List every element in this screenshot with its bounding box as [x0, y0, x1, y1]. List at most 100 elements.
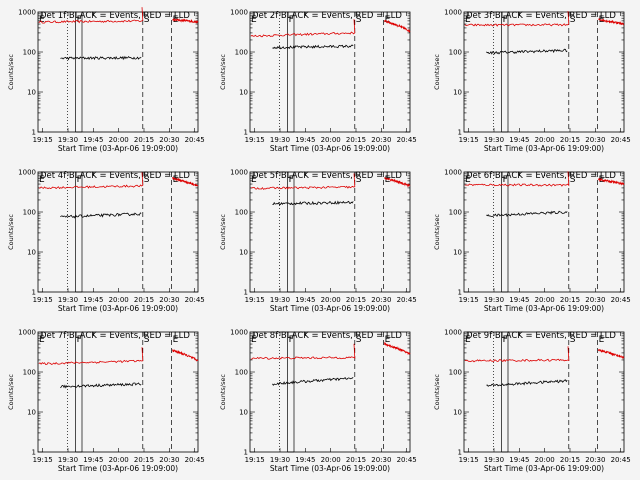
y-axis-label: Counts/sec: [433, 214, 441, 250]
plot-frame: [37, 11, 199, 133]
y-axis-label: Counts/sec: [7, 374, 15, 410]
x-tick-label: 19:45: [509, 456, 529, 464]
event-marker: F: [77, 175, 82, 185]
y-tick-label: 10: [239, 89, 248, 97]
lld-series-line: [38, 347, 144, 366]
plot-frame: [249, 11, 411, 133]
x-tick-label: 19:45: [295, 136, 315, 144]
x-tick-label: 19:30: [484, 296, 504, 304]
x-tick-label: 20:15: [134, 136, 154, 144]
x-tick-label: 19:15: [33, 296, 53, 304]
event-marker: S: [144, 175, 150, 185]
panel-9: Det 9f BLACK = Events, RED = LLD 1 10 100 10…: [433, 329, 631, 474]
y-tick-label: 1000: [444, 329, 462, 337]
y-tick-label: 10: [453, 89, 462, 97]
lld-series-line: [598, 177, 625, 186]
event-marker: S: [144, 335, 150, 345]
x-tick-label: 20:00: [321, 136, 341, 144]
panel-7: Det 7f BLACK = Events, RED = LLD 1 10 100 10…: [7, 329, 205, 474]
x-tick-label: 20:45: [397, 456, 417, 464]
lld-series-line: [464, 171, 570, 187]
event-marker: F: [289, 175, 294, 185]
plot-frame: [249, 331, 411, 453]
panel-8: Det 8f BLACK = Events, RED = LLD 1 10 100 10…: [219, 329, 417, 474]
y-axis-label: Counts/sec: [433, 54, 441, 90]
event-marker: S: [356, 15, 362, 25]
y-tick-label: 100: [449, 369, 462, 377]
event-marker: F: [503, 335, 508, 345]
event-marker: E: [385, 175, 391, 185]
events-series-line: [60, 382, 142, 389]
lld-series-line: [384, 341, 411, 355]
event-marker: F: [77, 15, 82, 25]
y-tick-label: 1: [458, 449, 462, 457]
plot-frame: [463, 11, 625, 133]
event-marker: E: [173, 175, 179, 185]
x-tick-label: 19:45: [509, 296, 529, 304]
y-tick-label: 100: [235, 49, 248, 57]
x-tick-label: 19:15: [33, 456, 53, 464]
x-tick-label: 20:00: [109, 136, 129, 144]
event-marker: S: [570, 335, 576, 345]
x-tick-label: 19:15: [33, 136, 53, 144]
x-tick-label: 19:45: [83, 456, 103, 464]
x-tick-label: 20:00: [535, 296, 555, 304]
x-tick-label: 20:45: [611, 296, 631, 304]
y-tick-label: 1000: [444, 169, 462, 177]
event-marker: E: [251, 335, 257, 345]
x-tick-label: 19:15: [459, 456, 479, 464]
panel-title: Det 2f BLACK = Events, RED = LLD: [252, 11, 402, 21]
panel-title: Det 8f BLACK = Events, RED = LLD: [252, 331, 402, 341]
x-tick-label: 19:15: [245, 296, 265, 304]
event-marker: S: [356, 335, 362, 345]
x-tick-label: 19:30: [484, 456, 504, 464]
x-axis-label: Start Time (03-Apr-06 19:09:00): [270, 144, 390, 153]
events-series-line: [272, 200, 354, 206]
panel-6: Det 6f BLACK = Events, RED = LLD 1 10 100 10…: [433, 169, 631, 314]
x-tick-label: 19:30: [270, 136, 290, 144]
x-tick-label: 20:30: [585, 456, 605, 464]
panel-title: Det 3f BLACK = Events, RED = LLD: [466, 11, 616, 21]
lld-series-line: [172, 17, 199, 24]
x-tick-label: 20:30: [159, 296, 179, 304]
panel-title: Det 9f BLACK = Events, RED = LLD: [466, 331, 616, 341]
event-marker: F: [289, 15, 294, 25]
event-marker: E: [465, 15, 471, 25]
lld-series-line: [250, 19, 356, 38]
events-series-line: [486, 48, 568, 55]
lld-series-line: [250, 343, 356, 360]
lld-series-line: [38, 7, 144, 24]
panel-5: Det 5f BLACK = Events, RED = LLD 1 10 100 10…: [219, 169, 417, 314]
event-marker: E: [385, 15, 391, 25]
y-tick-label: 10: [27, 249, 36, 257]
x-tick-label: 19:30: [58, 136, 78, 144]
event-marker: F: [503, 15, 508, 25]
x-tick-label: 20:15: [560, 456, 580, 464]
x-tick-label: 20:45: [397, 136, 417, 144]
x-tick-label: 20:15: [346, 296, 366, 304]
x-axis-label: Start Time (03-Apr-06 19:09:00): [58, 144, 178, 153]
event-marker: S: [356, 175, 362, 185]
x-axis-label: Start Time (03-Apr-06 19:09:00): [270, 304, 390, 313]
y-tick-label: 1: [32, 289, 36, 297]
x-tick-label: 20:45: [611, 456, 631, 464]
y-axis-label: Counts/sec: [433, 374, 441, 410]
x-tick-label: 19:30: [58, 296, 78, 304]
x-tick-label: 20:15: [134, 456, 154, 464]
events-series-line: [60, 55, 142, 61]
events-series-line: [60, 212, 142, 219]
lld-series-line: [384, 19, 411, 34]
event-marker: E: [465, 175, 471, 185]
event-marker: S: [144, 15, 150, 25]
panel-2: Det 2f BLACK = Events, RED = LLD 1 10 100 10…: [219, 9, 417, 154]
y-tick-label: 100: [23, 369, 36, 377]
event-marker: E: [599, 335, 605, 345]
y-tick-label: 1: [32, 449, 36, 457]
y-tick-label: 10: [453, 409, 462, 417]
x-axis-label: Start Time (03-Apr-06 19:09:00): [58, 304, 178, 313]
x-tick-label: 19:45: [295, 296, 315, 304]
x-tick-label: 20:45: [185, 136, 205, 144]
panel-title: Det 1f BLACK = Events, RED = LLD: [40, 11, 190, 21]
x-tick-label: 19:45: [83, 296, 103, 304]
